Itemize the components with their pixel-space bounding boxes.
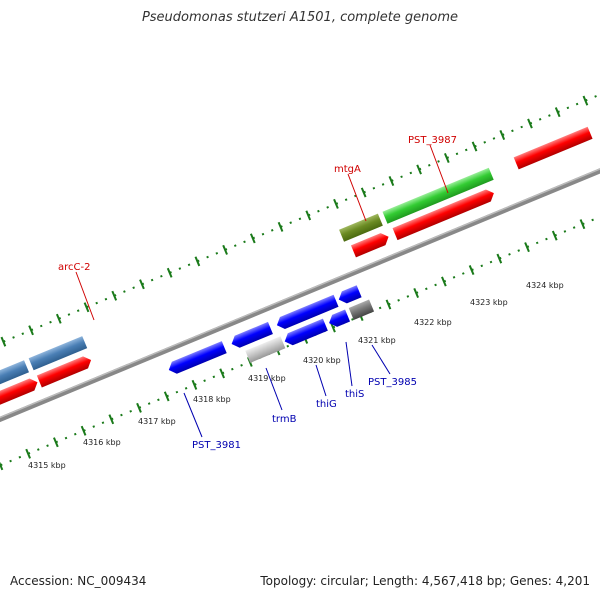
tick-mark [249,233,256,244]
tick-mark [53,437,59,448]
accession-text: Accession: NC_009434 [10,574,147,588]
gene-blue-1[interactable] [166,341,227,376]
gene-label-thiS[interactable]: thiS [345,389,364,400]
tick-mark [55,313,62,324]
gene-label-PST_3985[interactable]: PST_3985 [368,377,417,388]
gene-blue-2[interactable] [229,321,273,350]
forward-dotted-guide [0,53,600,404]
scale-label: 4324 kbp [526,281,564,290]
tick-mark [0,460,4,471]
tick-mark [360,187,367,198]
tick-mark [499,130,506,141]
tick-mark [388,175,395,186]
feature-darkgray[interactable] [348,299,375,320]
tick-mark [527,118,533,129]
scale-label: 4316 kbp [83,438,121,447]
gene-label-arcC-2[interactable]: arcC-2 [58,262,90,273]
genome-backbone [0,117,600,471]
scale-label: 4317 kbp [138,417,176,426]
scale-label: 4321 kbp [358,336,396,345]
tick-mark [333,198,339,209]
callout-line [265,367,283,411]
map-title: Pseudomonas stutzeri A1501, complete gen… [141,10,459,25]
callout-line [347,173,367,222]
tick-mark [136,402,142,413]
gene-blue-3[interactable] [274,299,327,332]
scale-label: 4315 kbp [28,461,66,470]
gene-label-mtgA[interactable]: mtgA [334,164,361,175]
tick-mark [166,267,173,278]
tick-mark [139,279,145,290]
forward-major-ticks [0,95,589,347]
tick-mark [582,95,589,106]
gene-blue-6[interactable] [282,318,328,348]
gene-blue-4[interactable] [316,294,339,314]
tick-mark [385,299,392,310]
gene-red-3[interactable] [36,354,94,388]
tick-mark [108,414,115,425]
tick-mark [80,425,87,436]
tick-mark [471,141,478,152]
gene-blue-7[interactable] [327,309,351,329]
tick-mark [28,325,34,336]
tick-mark [219,368,225,379]
feature-green[interactable] [382,167,494,224]
tick-mark [111,290,118,301]
tick-mark [277,221,284,232]
scale-label: 4320 kbp [303,356,341,365]
scale-label: 4323 kbp [470,298,508,307]
callout-line [371,344,391,375]
tick-mark [551,230,558,241]
tick-mark [305,210,312,221]
reverse-major-ticks [0,219,586,471]
callout-line [315,364,327,397]
gene-blue-5[interactable] [336,285,362,305]
gene-label-trmB[interactable]: trmB [272,414,297,425]
feature-gray[interactable] [245,336,286,363]
callout-line [429,144,449,194]
tick-mark [443,152,450,164]
genome-backbone-highlight [0,117,600,468]
tick-mark [194,256,201,267]
gene-red-PST_3987[interactable] [392,187,497,241]
gene-red-mtgA[interactable] [350,231,391,258]
tick-mark [83,302,90,313]
tick-mark [416,164,422,175]
tick-mark [191,379,198,390]
feature-red-top-right[interactable] [513,126,593,170]
feature-steelblue-3[interactable] [28,336,88,371]
tick-mark [222,244,228,255]
tick-mark [579,219,586,230]
gene-red-2[interactable] [0,376,40,413]
scale-label: 4319 kbp [248,374,286,383]
callout-line [345,341,353,387]
scale-label: 4322 kbp [414,318,452,327]
tick-mark [524,242,530,253]
tick-mark [413,288,420,299]
tick-mark [554,107,561,118]
callout-line [183,392,203,438]
genome-summary-text: Topology: circular; Length: 4,567,418 bp… [260,574,590,588]
feature-steelblue-2[interactable] [0,360,30,396]
tick-mark [25,448,31,459]
tick-mark [163,391,170,402]
tick-mark [496,253,503,264]
gene-label-PST_3987[interactable]: PST_3987 [408,135,457,146]
gene-label-thiG[interactable]: thiG [316,399,337,410]
callout-line [75,271,95,321]
reverse-dotted-guide [0,158,600,509]
tick-mark [468,265,475,276]
tick-mark [0,336,7,347]
scale-label: 4318 kbp [193,395,231,404]
tick-mark [441,276,447,287]
gene-label-PST_3981[interactable]: PST_3981 [192,440,241,451]
feature-olive[interactable] [339,213,383,242]
